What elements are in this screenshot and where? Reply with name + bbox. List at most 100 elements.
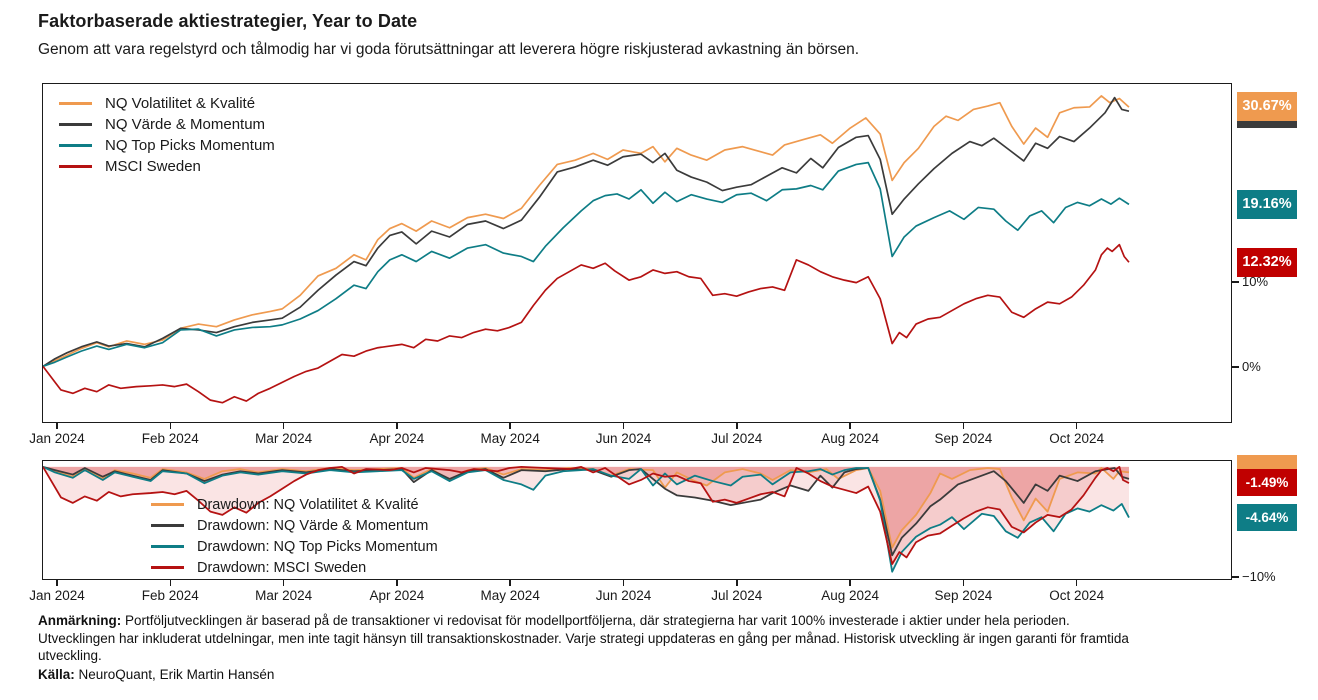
x-tick-label: May 2024: [480, 431, 540, 446]
footnote-source: Källa: NeuroQuant, Erik Martin Hansén: [38, 666, 1146, 684]
drawdown-chart-panel: Drawdown: NQ Volatilitet & Kvalité Drawdo…: [42, 460, 1232, 580]
legend-swatch-line: [151, 503, 184, 506]
legend-swatch-line: [59, 102, 92, 105]
x-tick-mark: [169, 422, 172, 429]
legend-swatch-line: [59, 165, 92, 168]
series-line: [43, 161, 1130, 368]
legend-label: MSCI Sweden: [105, 158, 201, 175]
footnote-note-label: Anmärkning:: [38, 613, 122, 628]
value-badge: 19.16%: [1237, 189, 1297, 219]
x-tick-label: Aug 2024: [821, 588, 879, 603]
drawdown-chart-legend: Drawdown: NQ Volatilitet & Kvalité Drawdo…: [151, 494, 438, 578]
legend-label: Drawdown: NQ Värde & Momentum: [197, 517, 429, 534]
x-tick-mark: [396, 579, 398, 586]
legend-item: Drawdown: MSCI Sweden: [151, 557, 438, 578]
drawdown-area: [43, 466, 1129, 548]
series-line: [43, 96, 1130, 368]
value-badge: -1.49%: [1237, 469, 1297, 497]
x-tick-mark: [282, 579, 285, 586]
main-chart-legend: NQ Volatilitet & Kvalité NQ Värde & Momen…: [59, 93, 275, 177]
series-line: [43, 243, 1130, 404]
x-tick-label: Feb 2024: [141, 431, 199, 446]
legend-item: NQ Värde & Momentum: [59, 114, 275, 135]
x-tick-label: Oct 2024: [1049, 431, 1105, 446]
x-tick-mark: [849, 422, 851, 429]
x-tick-label: Mar 2024: [255, 431, 313, 446]
series-line: [43, 466, 1130, 565]
x-tick-label: Mar 2024: [255, 588, 313, 603]
legend-label: NQ Volatilitet & Kvalité: [105, 95, 256, 112]
footnote-source-text: NeuroQuant, Erik Martin Hansén: [74, 666, 275, 682]
y-tick-mark: [1231, 366, 1239, 368]
legend-label: Drawdown: NQ Volatilitet & Kvalité: [197, 496, 419, 513]
legend-item: NQ Top Picks Momentum: [59, 135, 275, 156]
x-tick-label: Jul 2024: [711, 431, 763, 446]
x-tick-mark: [509, 579, 511, 586]
x-tick-label: Sep 2024: [934, 431, 993, 446]
drawdown-area: [43, 466, 1129, 565]
series-line: [43, 466, 1130, 557]
page-subtitle: Genom att vara regelstyrd och tålmodig h…: [38, 41, 860, 58]
x-tick-mark: [622, 422, 625, 429]
drawdown-area: [43, 466, 1129, 556]
x-tick-label: Jun 2024: [595, 431, 652, 446]
footnote: Anmärkning: Portföljutvecklingen är base…: [38, 612, 1146, 683]
x-tick-label: Jun 2024: [595, 588, 652, 603]
main-chart-svg: [43, 95, 1130, 404]
x-tick-label: Aug 2024: [821, 431, 879, 446]
x-tick-label: Oct 2024: [1049, 588, 1105, 603]
legend-label: NQ Värde & Momentum: [105, 116, 266, 133]
x-tick-label: Apr 2024: [369, 588, 425, 603]
series-line: [43, 95, 1130, 368]
x-tick-mark: [849, 579, 851, 586]
x-tick-label: Jan 2024: [29, 431, 85, 446]
x-tick-label: May 2024: [480, 588, 540, 603]
value-badge: 12.32%: [1237, 247, 1297, 277]
legend-item: MSCI Sweden: [59, 156, 275, 177]
legend-item: Drawdown: NQ Värde & Momentum: [151, 515, 438, 536]
legend-item: Drawdown: NQ Volatilitet & Kvalité: [151, 494, 438, 515]
drawdown-chart-svg: [43, 466, 1130, 573]
footnote-note: Anmärkning: Portföljutvecklingen är base…: [38, 612, 1146, 665]
legend-swatch-line: [151, 545, 184, 548]
legend-swatch-line: [59, 144, 92, 147]
x-tick-mark: [396, 422, 398, 429]
x-tick-mark: [736, 579, 738, 586]
y-tick-mark: [1231, 576, 1239, 578]
y-tick-label: −10%: [1242, 569, 1276, 584]
main-chart-panel: NQ Volatilitet & Kvalité NQ Värde & Momen…: [42, 83, 1232, 423]
x-tick-label: Sep 2024: [934, 588, 993, 603]
legend-item: Drawdown: NQ Top Picks Momentum: [151, 536, 438, 557]
x-tick-label: Apr 2024: [369, 431, 425, 446]
x-tick-mark: [962, 579, 965, 586]
x-tick-label: Jul 2024: [711, 588, 763, 603]
y-tick-mark: [1231, 281, 1239, 283]
legend-label: Drawdown: NQ Top Picks Momentum: [197, 538, 438, 555]
x-tick-mark: [56, 579, 58, 586]
x-tick-mark: [56, 422, 58, 429]
legend-label: NQ Top Picks Momentum: [105, 137, 275, 154]
value-badge: -4.64%: [1237, 504, 1297, 531]
x-tick-mark: [169, 579, 172, 586]
x-tick-mark: [622, 579, 625, 586]
page-title: Faktorbaserade aktiestrategier, Year to …: [38, 11, 418, 31]
x-tick-mark: [1075, 579, 1078, 586]
footnote-note-text: Portföljutvecklingen är baserad på de tr…: [38, 613, 1129, 664]
x-tick-mark: [509, 422, 511, 429]
y-tick-label: 10%: [1242, 274, 1269, 289]
footnote-source-label: Källa:: [38, 666, 75, 682]
y-tick-label: 0%: [1242, 359, 1261, 374]
legend-swatch-line: [151, 524, 184, 527]
x-tick-mark: [1075, 422, 1078, 429]
x-tick-label: Feb 2024: [141, 588, 199, 603]
legend-swatch-line: [151, 566, 184, 569]
x-tick-mark: [962, 422, 965, 429]
series-line: [43, 466, 1130, 573]
legend-item: NQ Volatilitet & Kvalité: [59, 93, 275, 114]
legend-label: Drawdown: MSCI Sweden: [197, 559, 367, 576]
legend-swatch-line: [59, 123, 92, 126]
x-tick-mark: [736, 422, 738, 429]
value-badge: 30.67%: [1237, 91, 1297, 121]
x-tick-mark: [282, 422, 285, 429]
